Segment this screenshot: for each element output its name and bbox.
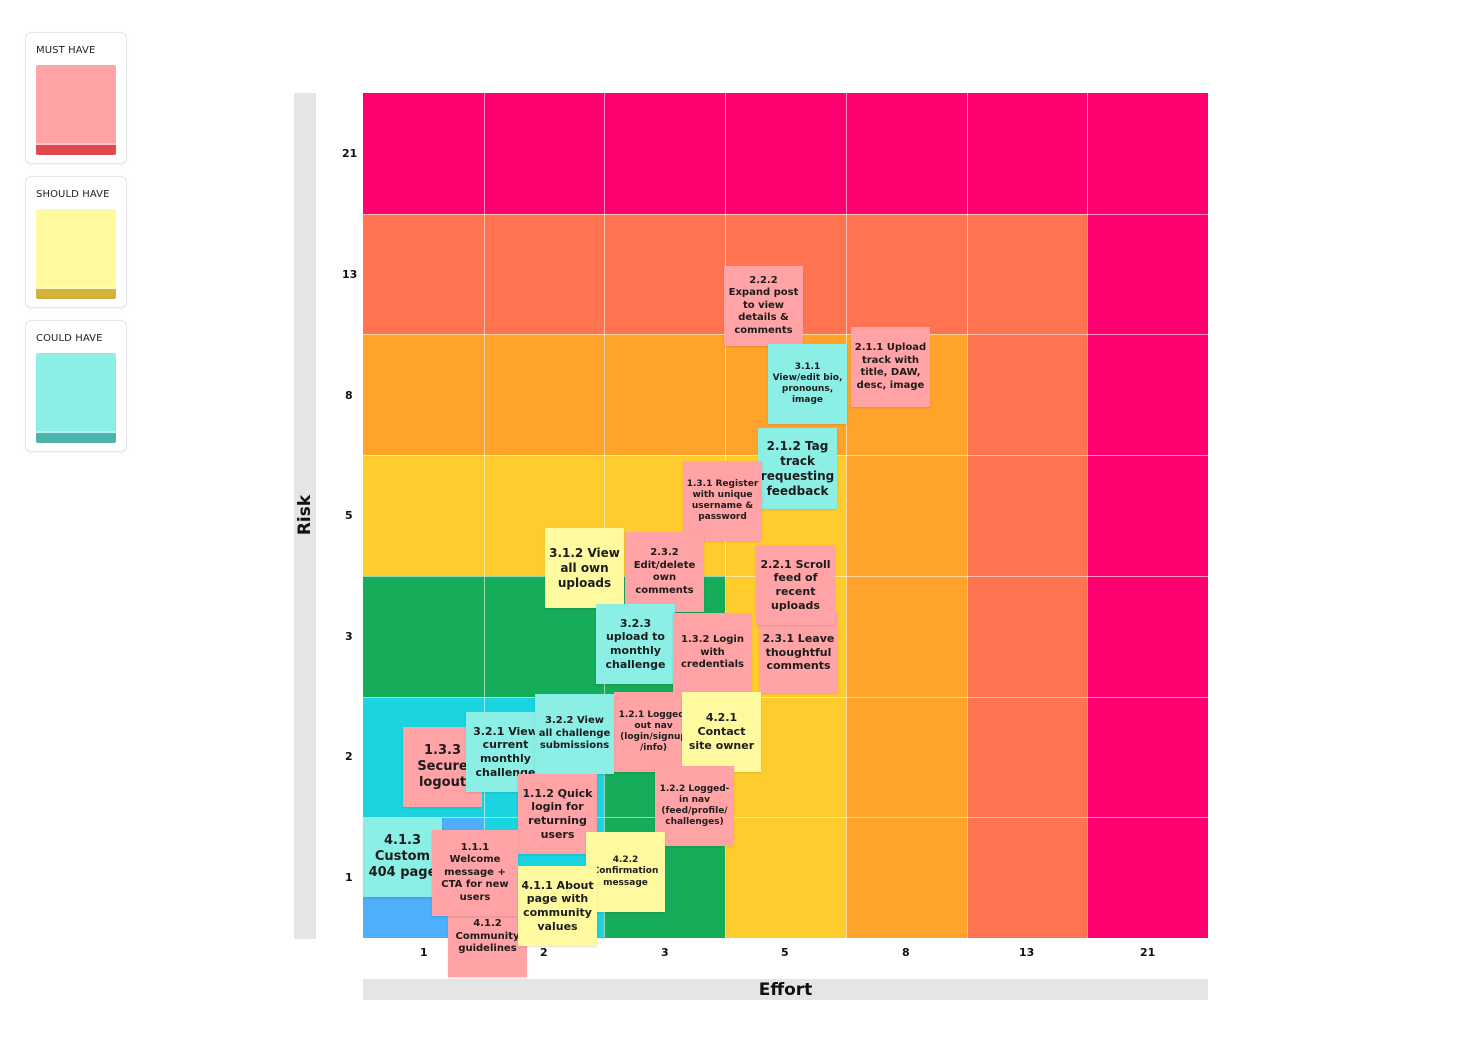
grid-line — [363, 817, 1208, 819]
sticky-note-2-1-1[interactable]: 2.1.1 Upload track with title, DAW, desc… — [851, 327, 930, 407]
matrix-cell — [363, 455, 484, 577]
x-tick: 13 — [1019, 946, 1035, 959]
legend-label: COULD HAVE — [36, 333, 103, 344]
legend-must-have[interactable]: MUST HAVE — [25, 32, 127, 164]
sticky-note-3-1-2[interactable]: 3.1.2 View all own uploads — [545, 528, 624, 608]
effort-axis-title: Effort — [758, 980, 813, 1000]
sticky-note-1-1-1[interactable]: 1.1.1 Welcome message + CTA for new user… — [432, 830, 518, 916]
matrix-cell — [966, 213, 1088, 335]
matrix-cell — [966, 93, 1088, 214]
risk-effort-matrix — [363, 93, 1209, 939]
sticky-note-1-2-2[interactable]: 1.2.2 Logged-in nav (feed/profile/ chall… — [655, 766, 734, 846]
grid-line — [845, 93, 847, 938]
legend-label: MUST HAVE — [36, 45, 96, 56]
y-tick: 2 — [345, 750, 353, 763]
sticky-note-1-3-2[interactable]: 1.3.2 Login with credentials — [673, 613, 752, 693]
effort-axis-bar — [363, 979, 1208, 1000]
matrix-cell — [363, 575, 484, 697]
matrix-cell — [604, 334, 726, 456]
grid-line — [604, 93, 606, 938]
sticky-note-swatch[interactable] — [36, 353, 116, 443]
matrix-cell — [1087, 213, 1209, 335]
matrix-cell — [1087, 817, 1209, 939]
sticky-note-4-2-2[interactable]: 4.2.2 Confirmation message — [586, 832, 665, 912]
sticky-note-3-1-1[interactable]: 3.1.1 View/edit bio, pronouns, image — [768, 344, 847, 424]
matrix-cell — [966, 334, 1088, 456]
sticky-note-3-2-2[interactable]: 3.2.2 View all challenge submissions — [535, 694, 614, 774]
grid-line — [363, 213, 1208, 215]
sticky-note-4-1-1[interactable]: 4.1.1 About page with community values — [518, 866, 597, 946]
sticky-note-2-2-1[interactable]: 2.2.1 Scroll feed of recent uploads — [756, 545, 835, 625]
x-tick: 3 — [661, 946, 669, 959]
sticky-note-swatch[interactable] — [36, 209, 116, 299]
matrix-cell — [845, 817, 967, 939]
sticky-note-1-2-1[interactable]: 1.2.1 Logged-out nav (login/signup /info… — [614, 692, 693, 772]
x-tick: 2 — [540, 946, 548, 959]
legend-could-have[interactable]: COULD HAVE — [25, 320, 127, 452]
x-tick: 5 — [781, 946, 789, 959]
matrix-cell — [604, 93, 726, 214]
grid-line — [483, 93, 485, 938]
matrix-cell — [966, 817, 1088, 939]
legend-should-have[interactable]: SHOULD HAVE — [25, 176, 127, 308]
matrix-cell — [966, 696, 1088, 818]
matrix-cell — [363, 334, 484, 456]
matrix-cell — [966, 575, 1088, 697]
sticky-note-1-1-2[interactable]: 1.1.2 Quick login for returning users — [518, 774, 597, 854]
matrix-cell — [845, 575, 967, 697]
matrix-cell — [725, 93, 847, 214]
matrix-cell — [845, 93, 967, 214]
y-tick: 21 — [342, 147, 358, 160]
sticky-note-1-3-1[interactable]: 1.3.1 Register with unique username & pa… — [683, 461, 762, 541]
matrix-cell — [725, 817, 847, 939]
risk-axis-title: Risk — [295, 494, 315, 536]
sticky-note-4-1-3[interactable]: 4.1.3 Custom 404 page — [363, 817, 442, 897]
sticky-note-3-2-3[interactable]: 3.2.3 upload to monthly challenge — [596, 604, 675, 684]
sticky-note-2-2-2[interactable]: 2.2.2 Expand post to view details & comm… — [724, 266, 803, 346]
matrix-cell — [483, 93, 605, 214]
risk-axis-bar — [294, 93, 316, 939]
matrix-cell — [1087, 575, 1209, 697]
sticky-note-2-3-2[interactable]: 2.3.2 Edit/delete own comments — [625, 532, 704, 612]
matrix-cell — [1087, 696, 1209, 818]
y-tick: 13 — [342, 268, 358, 281]
x-tick: 1 — [420, 946, 428, 959]
grid-line — [966, 93, 968, 938]
x-tick: 21 — [1140, 946, 1156, 959]
legend-label: SHOULD HAVE — [36, 189, 110, 200]
matrix-cell — [1087, 455, 1209, 577]
sticky-note-4-2-1[interactable]: 4.2.1 Contact site owner — [682, 692, 761, 772]
y-tick: 1 — [345, 871, 353, 884]
matrix-cell — [1087, 334, 1209, 456]
sticky-note-swatch[interactable] — [36, 65, 116, 155]
y-tick: 5 — [345, 509, 353, 522]
matrix-cell — [845, 696, 967, 818]
y-tick: 3 — [345, 630, 353, 643]
matrix-cell — [845, 455, 967, 577]
y-tick: 8 — [345, 389, 353, 402]
x-tick: 8 — [902, 946, 910, 959]
matrix-cell — [483, 213, 605, 335]
matrix-cell — [966, 455, 1088, 577]
matrix-cell — [363, 93, 484, 214]
matrix-cell — [604, 213, 726, 335]
sticky-note-2-1-2[interactable]: 2.1.2 Tag track requesting feedback — [758, 428, 837, 509]
matrix-cell — [363, 213, 484, 335]
matrix-cell — [483, 334, 605, 456]
matrix-cell — [845, 213, 967, 335]
matrix-cell — [1087, 93, 1209, 214]
grid-line — [363, 696, 1208, 698]
grid-line — [1087, 93, 1089, 938]
sticky-note-2-3-1[interactable]: 2.3.1 Leave thoughtful comments — [759, 612, 838, 693]
